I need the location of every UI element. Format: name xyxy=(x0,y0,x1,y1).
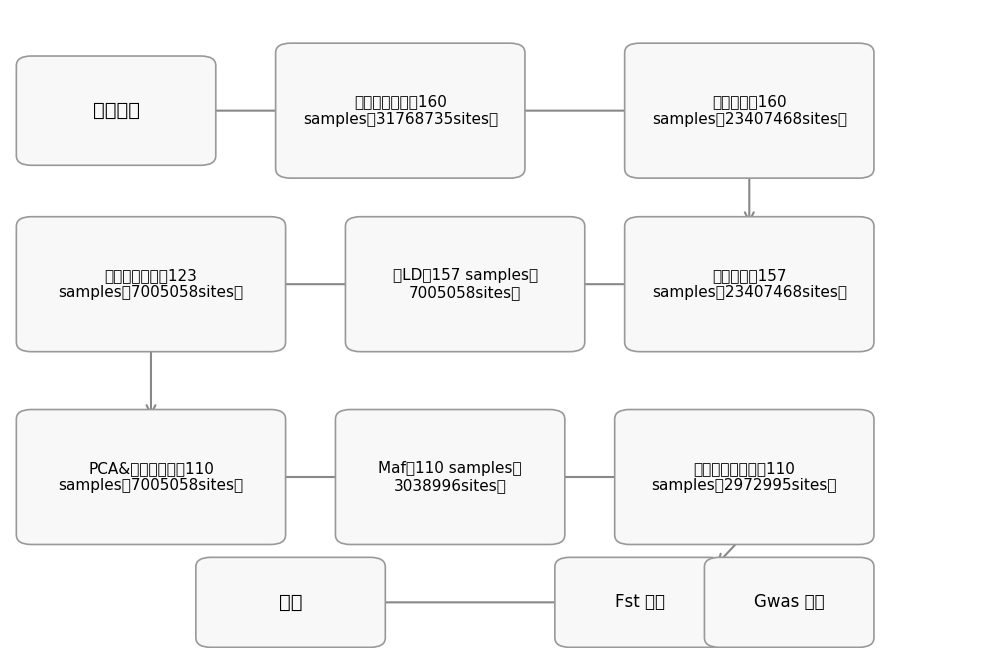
Text: 选点: 选点 xyxy=(279,593,302,612)
Text: 缺失过滤（160
samples，23407468sites）: 缺失过滤（160 samples，23407468sites） xyxy=(652,95,847,127)
FancyBboxPatch shape xyxy=(196,557,385,647)
FancyBboxPatch shape xyxy=(16,56,216,165)
FancyBboxPatch shape xyxy=(16,216,286,352)
FancyBboxPatch shape xyxy=(555,557,724,647)
Text: 杂合过滤（157
samples，23407468sites）: 杂合过滤（157 samples，23407468sites） xyxy=(652,268,847,301)
Text: Maf（110 samples，
3038996sites）: Maf（110 samples， 3038996sites） xyxy=(378,461,522,493)
FancyBboxPatch shape xyxy=(276,43,525,178)
FancyBboxPatch shape xyxy=(704,557,874,647)
Text: 哈迪温伯格平衡（110
samples，2972995sites）: 哈迪温伯格平衡（110 samples，2972995sites） xyxy=(652,461,837,493)
Text: Gwas 分析: Gwas 分析 xyxy=(754,594,825,611)
Text: 去LD（157 samples，
7005058sites）: 去LD（157 samples， 7005058sites） xyxy=(393,268,538,301)
FancyBboxPatch shape xyxy=(335,410,565,544)
FancyBboxPatch shape xyxy=(16,410,286,544)
Text: 测序深度测序（160
samples，31768735sites）: 测序深度测序（160 samples，31768735sites） xyxy=(303,95,498,127)
FancyBboxPatch shape xyxy=(345,216,585,352)
Text: 原始数据: 原始数据 xyxy=(93,101,140,120)
FancyBboxPatch shape xyxy=(625,216,874,352)
Text: PCA&进化树分析（110
samples，7005058sites）: PCA&进化树分析（110 samples，7005058sites） xyxy=(58,461,244,493)
Text: 亲缘关系过滤（123
samples，7005058sites）: 亲缘关系过滤（123 samples，7005058sites） xyxy=(58,268,244,301)
FancyBboxPatch shape xyxy=(625,43,874,178)
Text: Fst 分析: Fst 分析 xyxy=(615,594,665,611)
FancyBboxPatch shape xyxy=(615,410,874,544)
